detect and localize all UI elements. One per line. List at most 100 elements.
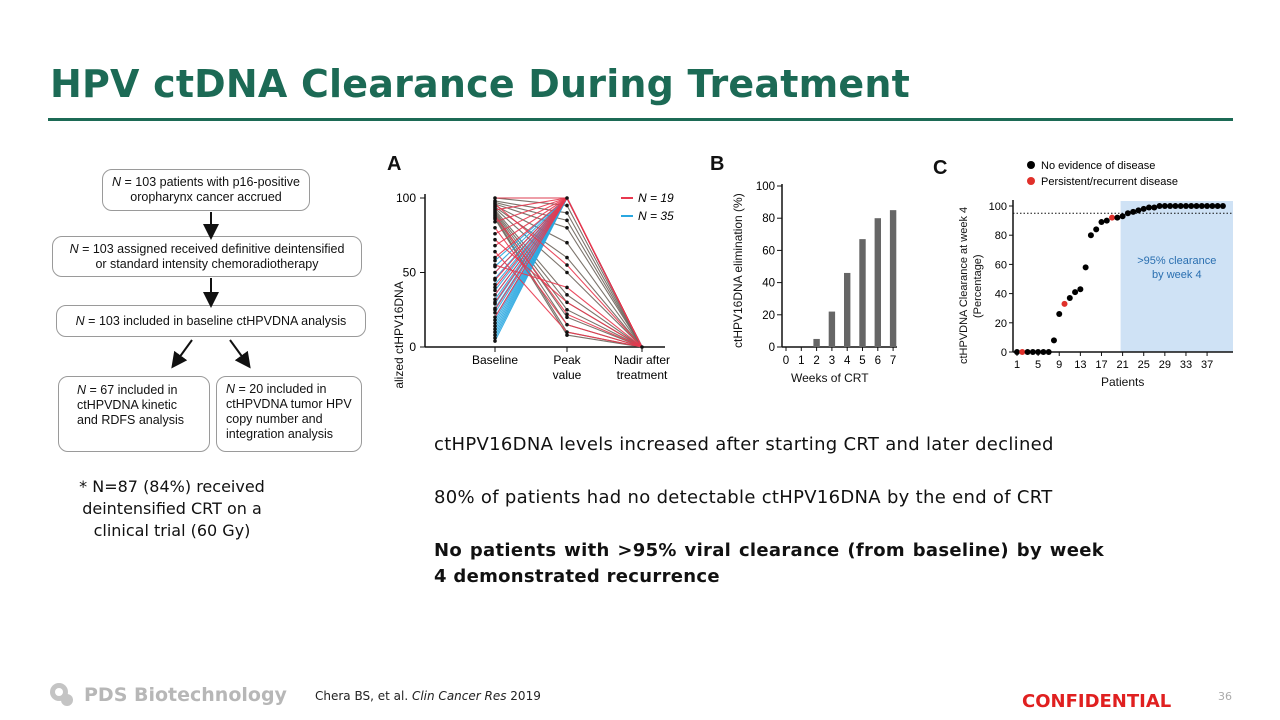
data-point	[493, 231, 497, 236]
flow-text: ctHPVDNA tumor HPV	[226, 397, 352, 411]
data-point-ned	[1182, 203, 1189, 209]
data-point	[493, 330, 497, 334]
data-point-ned	[1082, 264, 1089, 271]
panel-b-chart: B ctHPV16DNA elimination (%) Weeks of CR…	[710, 153, 897, 385]
data-point	[565, 312, 569, 317]
y-tick-label: 40	[995, 289, 1007, 301]
legend-label: N = 35	[638, 209, 674, 223]
data-point-ned	[1156, 203, 1163, 209]
y-tick-label: 100	[756, 181, 775, 193]
data-point	[493, 315, 497, 319]
data-point	[493, 237, 497, 242]
y-tick-label: 40	[762, 278, 775, 290]
data-point-ned	[1014, 349, 1020, 355]
x-tick-label: Peak	[553, 353, 581, 367]
data-point-ned	[1087, 232, 1094, 239]
data-point-ned	[1140, 205, 1147, 212]
confidential-label: CONFIDENTIAL	[1022, 691, 1172, 712]
flow-text: = 67 included in	[86, 383, 178, 397]
x-tick-label: 5	[859, 355, 865, 367]
y-tick-label: 100	[396, 191, 416, 205]
data-point-ned	[1098, 219, 1105, 226]
data-point-ned	[1035, 349, 1042, 355]
clearance-region	[1120, 201, 1233, 352]
clearance-label: >95% clearance	[1137, 255, 1216, 267]
y-tick-label: 20	[995, 318, 1007, 330]
data-point	[565, 293, 569, 297]
data-point	[565, 330, 569, 334]
bar	[813, 338, 820, 347]
data-point	[565, 285, 569, 290]
x-tick-label: Baseline	[472, 353, 518, 367]
data-point	[493, 310, 497, 315]
data-point	[493, 276, 497, 281]
data-point	[493, 327, 497, 331]
data-point-ned	[1209, 203, 1216, 209]
legend-label: No evidence of disease	[1041, 160, 1155, 172]
data-point	[493, 206, 497, 211]
flow-arrows	[171, 212, 251, 369]
data-point	[493, 212, 497, 217]
flow-box-accrued: N = 103 patients with p16-positive oroph…	[102, 169, 310, 211]
bar	[874, 218, 881, 347]
x-tick-label: 33	[1180, 359, 1192, 371]
flow-arrow	[229, 339, 251, 369]
data-point-ned	[1161, 203, 1168, 209]
x-tick-label: 7	[890, 355, 896, 367]
data-point	[493, 333, 497, 337]
data-point	[565, 226, 569, 230]
logo-icon	[50, 683, 73, 706]
data-point-ned	[1193, 203, 1200, 209]
x-tick-label: 29	[1159, 359, 1171, 371]
data-point	[565, 218, 569, 223]
panel-b-ylabel: ctHPV16DNA elimination (%)	[731, 193, 745, 348]
y-tick-label: 60	[995, 259, 1007, 271]
y-tick-label: 0	[1001, 347, 1007, 359]
data-point	[493, 318, 497, 322]
x-tick-label: 13	[1074, 359, 1086, 371]
data-point	[493, 196, 497, 200]
data-point-ned	[1188, 203, 1195, 209]
data-point	[640, 345, 644, 349]
data-point-ned	[1124, 210, 1131, 217]
data-point-recurrent	[1019, 349, 1026, 355]
data-point-recurrent	[1061, 300, 1068, 307]
x-tick-label: 5	[1035, 359, 1041, 371]
bar	[889, 210, 897, 347]
flow-text: = 20 included in	[235, 382, 327, 396]
y-tick-label: 50	[403, 266, 417, 280]
flow-text: integration analysis	[226, 427, 334, 441]
x-tick-label: treatment	[617, 368, 668, 382]
legend-label: Persistent/recurrent disease	[1041, 176, 1178, 188]
data-point	[565, 263, 569, 267]
x-tick-label: 1	[1014, 359, 1020, 371]
title-underline	[48, 118, 1233, 121]
data-point-ned	[1029, 349, 1036, 355]
flow-arrow	[171, 339, 193, 369]
data-point	[493, 270, 497, 275]
x-tick-label: 9	[1056, 359, 1062, 371]
page-title: HPV ctDNA Clearance During Treatment	[50, 62, 910, 106]
data-point	[493, 243, 497, 248]
y-tick-label: 80	[762, 213, 775, 225]
citation-year: 2019	[506, 689, 541, 703]
data-point	[565, 240, 569, 245]
legend-swatch	[1027, 161, 1035, 169]
series-line-gray	[494, 211, 643, 348]
flow-box-baseline: N = 103 included in baseline ctHPVDNA an…	[56, 305, 366, 337]
data-point-ned	[1219, 203, 1226, 209]
flow-n-symbol: N	[226, 382, 236, 396]
data-point-ned	[1172, 203, 1179, 209]
citation-prefix: Chera BS, et al.	[315, 689, 412, 703]
panel-a-chart: A Normalized ctHPV16DNA 0 50 100 Baseline Pe…	[387, 153, 674, 388]
data-point-ned	[1103, 217, 1110, 224]
x-tick-label: 21	[1116, 359, 1128, 371]
citation-journal: Clin Cancer Res	[411, 689, 507, 703]
x-tick-label: 2	[813, 355, 819, 367]
panel-label-b: B	[710, 153, 724, 175]
flow-box-assigned: N = 103 assigned received definitive dei…	[52, 236, 362, 277]
data-point	[493, 255, 497, 260]
panel-c-ylabel-2: (Percentage)	[972, 254, 984, 318]
y-tick-label: 20	[762, 310, 775, 322]
bar	[844, 272, 851, 347]
